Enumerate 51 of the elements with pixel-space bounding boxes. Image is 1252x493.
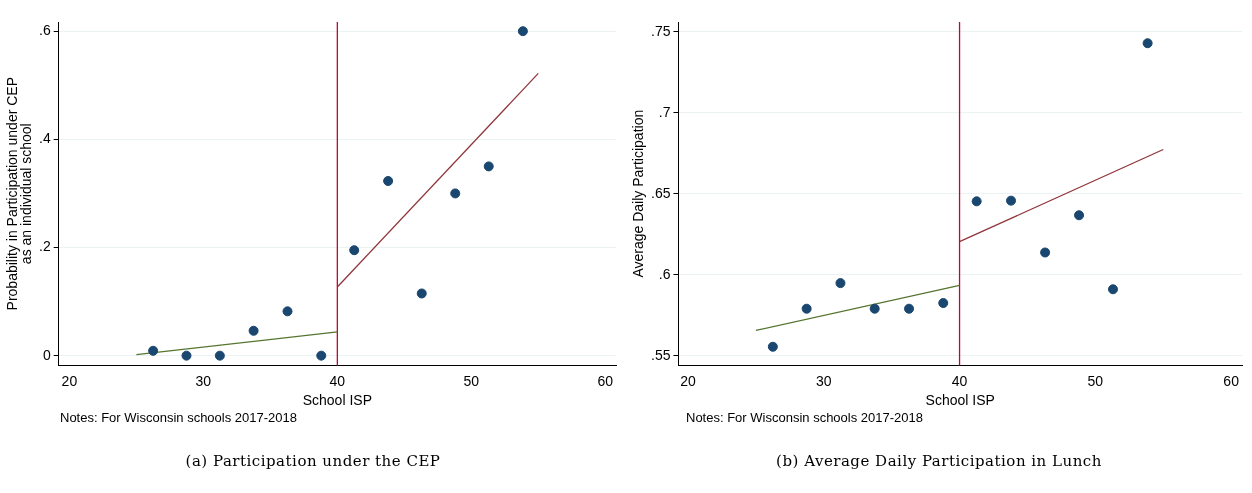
point (938, 298, 949, 309)
point (971, 196, 982, 207)
point (801, 303, 812, 314)
point (1142, 38, 1153, 49)
point (349, 245, 360, 256)
point (282, 306, 293, 317)
y-tick-label: 0 (42, 346, 51, 363)
point (148, 345, 159, 356)
point (835, 278, 846, 289)
point (1108, 284, 1118, 295)
x-tick-label: 30 (195, 372, 212, 389)
text: Notes: For Wisconsin schools 2017-2018 (60, 410, 298, 427)
point (483, 161, 494, 172)
point (767, 341, 778, 352)
point (416, 288, 427, 299)
text: (b) Average Daily Participation in Lunch (775, 452, 1103, 470)
point (904, 303, 915, 314)
point (214, 350, 225, 361)
point (1040, 247, 1051, 258)
point (1074, 210, 1085, 221)
point (869, 303, 880, 314)
x-tick-label: 40 (951, 372, 968, 389)
point (248, 325, 259, 336)
point (383, 175, 394, 186)
point (1006, 195, 1017, 206)
x-tick-label: 60 (1223, 372, 1240, 389)
point (316, 350, 327, 361)
x-tick-label: 20 (61, 372, 78, 389)
x-tick-label: 50 (463, 372, 480, 389)
y-tick-label: .65 (650, 184, 671, 201)
point (450, 188, 461, 199)
x-tick-label: 40 (329, 372, 346, 389)
text: (a) Participation under the CEP (184, 452, 442, 470)
x-axis-title: School ISP (302, 392, 372, 409)
y-tick-label: .2 (38, 238, 51, 255)
y-axis-title: Probability in Participation under CEP as an individual school (3, 76, 34, 311)
x-axis-title: School ISP (925, 392, 995, 409)
y-tick-label: .6 (658, 265, 671, 282)
y-tick-label: .4 (38, 130, 51, 147)
y-tick-label: .55 (650, 346, 671, 363)
x-tick-label: 50 (1087, 372, 1104, 389)
y-tick-label: .75 (650, 22, 671, 39)
x-tick-label: 30 (815, 372, 832, 389)
y-tick-label: .6 (38, 22, 51, 39)
y-tick-label: .7 (658, 103, 671, 120)
point (181, 350, 192, 361)
x-tick-label: 20 (680, 372, 696, 389)
point (517, 26, 528, 37)
x-tick-label: 60 (597, 372, 614, 389)
y-axis-title: Average Daily Participation (629, 109, 646, 278)
text: Notes: For Wisconsin schools 2017-2018 (686, 410, 924, 427)
